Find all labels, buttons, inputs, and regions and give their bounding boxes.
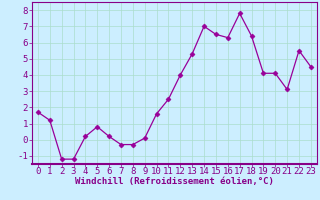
X-axis label: Windchill (Refroidissement éolien,°C): Windchill (Refroidissement éolien,°C)	[75, 177, 274, 186]
